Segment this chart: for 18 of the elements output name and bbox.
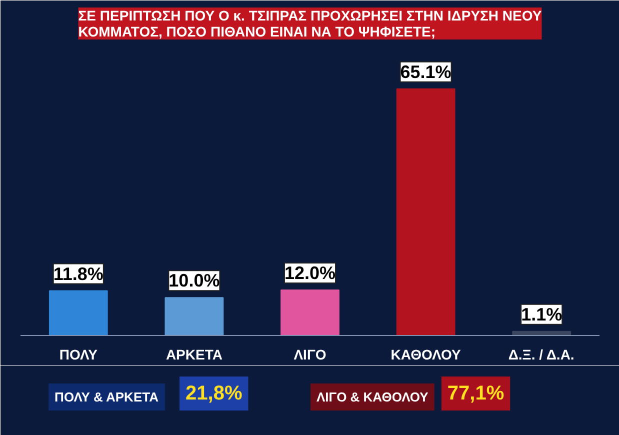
text: 21,8%	[186, 382, 242, 404]
data-label: 10.0%	[168, 270, 220, 291]
bar	[280, 290, 340, 336]
x-tick-label: ΛΙΓΟ	[294, 346, 326, 362]
bar	[164, 297, 224, 336]
bar	[396, 88, 456, 336]
x-tick-label: Δ.Ξ. / Δ.Α.	[508, 346, 574, 362]
data-label: 65.1%	[400, 62, 452, 82]
x-tick-label: ΠΟΛΥ	[59, 346, 98, 362]
text: 77,1%	[447, 382, 504, 404]
data-label: 11.8%	[53, 264, 104, 284]
x-tick-label: ΑΡΚΕΤΑ	[166, 346, 222, 362]
x-tick-label: ΚΑΘΟΛΟΥ	[390, 346, 462, 362]
text: ΛΙΓΟ & ΚΑΘΟΛΟΥ	[316, 390, 429, 404]
text: ΠΟΛΥ & ΑΡΚΕΤΑ	[54, 390, 160, 404]
bar	[48, 290, 108, 336]
chart-title: ΣΕ ΠΕΡΙΠΤΩΣΗ ΠΟΥ Ο κ. ΤΣΙΠΡΑΣ ΠΡΟΧΩΡΗΣΕΙ ΣΤΗΝ ΙΔΡΥΣΗ ΝΕΟΥ ΚΟΜΜΑΤΟΣ, ΠΟΣΟ ΠΙΘΑΝΟ ΕΙΝΑΙ ΝΑ ΤΟ ΨΗΦΙΣΕΤΕ;	[78, 8, 542, 40]
data-label: 12.0%	[284, 263, 336, 284]
